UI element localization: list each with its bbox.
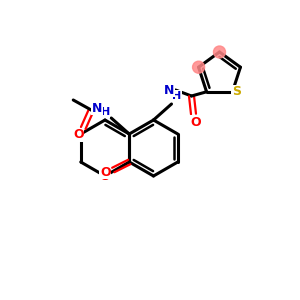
- Text: O: O: [73, 128, 84, 142]
- Text: N: N: [92, 101, 102, 115]
- Circle shape: [193, 61, 205, 73]
- Text: H: H: [172, 91, 181, 101]
- Text: O: O: [100, 170, 110, 184]
- Circle shape: [214, 46, 226, 58]
- Text: O: O: [190, 116, 201, 128]
- Text: N: N: [164, 83, 175, 97]
- Text: O: O: [100, 166, 111, 178]
- Text: S: S: [232, 85, 241, 98]
- Text: H: H: [100, 107, 110, 117]
